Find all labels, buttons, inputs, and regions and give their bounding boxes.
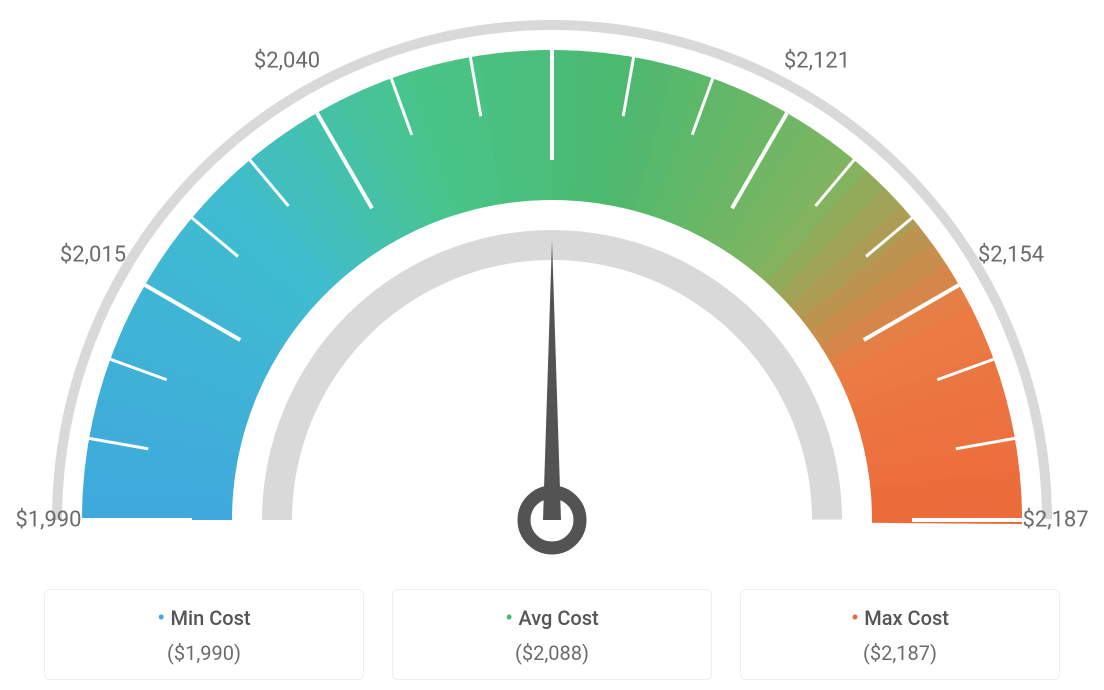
gauge-tick-label: $2,015 [60,243,126,268]
legend-max-value: ($2,187) [741,641,1059,665]
legend-max: Max Cost ($2,187) [740,589,1060,680]
gauge-tick-label: $2,121 [784,49,850,74]
cost-gauge: $1,990 $2,015 $2,040 $2,088 $2,121 $2,154 $2,1… [0,0,1104,560]
legend-min: Min Cost ($1,990) [44,589,364,680]
legend-avg-value: ($2,088) [393,641,711,665]
legend: Min Cost ($1,990) Avg Cost ($2,088) Max … [0,589,1104,680]
legend-avg: Avg Cost ($2,088) [392,589,712,680]
legend-min-value: ($1,990) [45,641,363,665]
gauge-tick-label: $1,990 [15,508,81,533]
legend-min-label: Min Cost [45,606,363,631]
gauge-tick-label: $2,040 [254,49,320,74]
legend-avg-label: Avg Cost [393,606,711,631]
legend-max-label: Max Cost [741,606,1059,631]
gauge-tick-label: $2,088 [519,0,585,3]
gauge-tick-label: $2,154 [978,243,1044,268]
gauge-svg [0,0,1104,560]
gauge-tick-label: $2,187 [1022,508,1088,533]
